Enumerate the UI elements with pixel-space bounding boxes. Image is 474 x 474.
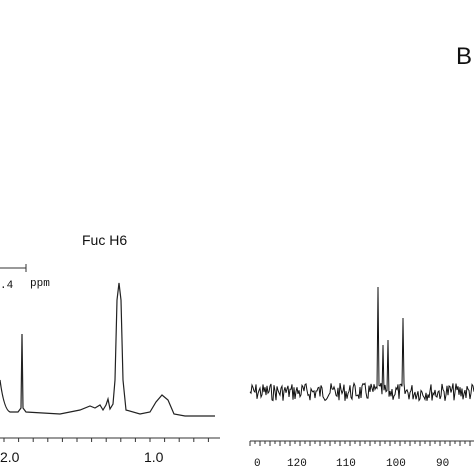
tick-marks [249, 441, 471, 446]
axis-label: 100 [386, 458, 406, 470]
spectrum-trace [0, 282, 215, 417]
peak-label: Fuc H6 [82, 232, 127, 248]
axis-label: 90 [436, 458, 449, 470]
axis-label: 0 [254, 458, 261, 470]
axis-label: 120 [287, 458, 307, 470]
axis-label: 2.0 [0, 449, 20, 465]
axis-label: 110 [336, 458, 356, 470]
tick-marks [3, 438, 209, 442]
scale-value: .4 [0, 280, 14, 292]
spectrum-trace [249, 286, 474, 402]
axis-label: 1.0 [144, 449, 164, 465]
panel-label: B [456, 43, 472, 70]
scale-unit: ppm [30, 278, 50, 290]
scale-bar [0, 264, 27, 272]
